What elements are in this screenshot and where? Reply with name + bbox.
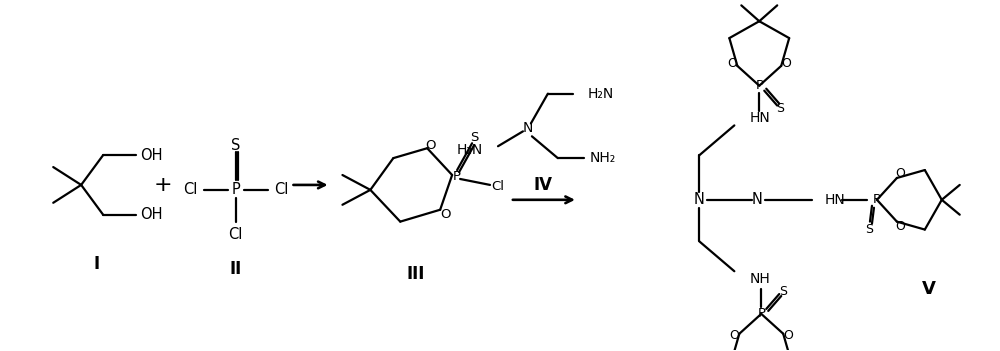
Text: S: S (231, 138, 240, 153)
Text: H₂N: H₂N (588, 87, 614, 101)
Text: S: S (470, 131, 478, 144)
Text: P: P (757, 307, 765, 320)
Text: III: III (406, 265, 424, 283)
Text: S: S (776, 102, 784, 115)
Text: N: N (752, 192, 763, 207)
Text: P: P (755, 79, 763, 92)
Text: IV: IV (533, 176, 552, 194)
Text: N: N (694, 192, 705, 207)
Text: Cl: Cl (229, 227, 243, 242)
Text: HN: HN (749, 112, 770, 125)
Text: N: N (523, 121, 533, 135)
Text: NH: NH (749, 272, 770, 286)
Text: Cl: Cl (492, 180, 505, 193)
Text: O: O (727, 58, 737, 71)
Text: NH₂: NH₂ (590, 151, 616, 165)
Text: I: I (93, 255, 99, 273)
Text: H₂N: H₂N (457, 143, 483, 157)
Text: OH: OH (140, 148, 162, 163)
Text: O: O (895, 220, 905, 233)
Text: O: O (440, 208, 450, 221)
Text: HN: HN (825, 193, 846, 207)
Text: II: II (230, 260, 242, 278)
Text: P: P (453, 171, 461, 184)
Text: O: O (425, 139, 435, 152)
Text: V: V (922, 280, 936, 298)
Text: O: O (895, 166, 905, 179)
Text: +: + (154, 175, 172, 195)
Text: S: S (779, 285, 787, 298)
Text: P: P (873, 193, 881, 206)
Text: O: O (729, 329, 739, 342)
Text: S: S (865, 223, 873, 236)
Text: Cl: Cl (183, 183, 197, 197)
Text: O: O (781, 58, 791, 71)
Text: P: P (231, 183, 240, 197)
Text: OH: OH (140, 207, 162, 222)
Text: O: O (783, 329, 793, 342)
Text: Cl: Cl (274, 183, 289, 197)
